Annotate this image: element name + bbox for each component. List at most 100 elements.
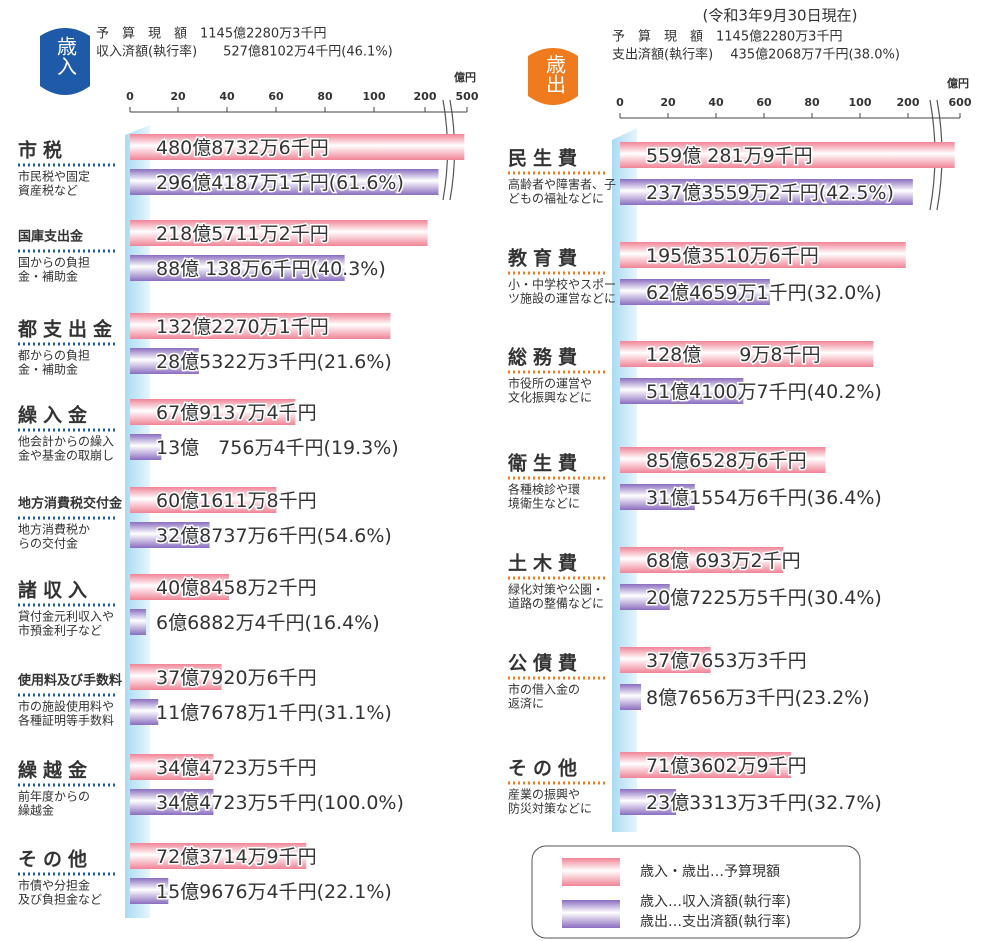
value-label-amount: 11億7678万1千円: [156, 702, 317, 724]
value-label-amount: 8億7656万3千円: [646, 687, 795, 709]
value-label-amount: 68億 693万2千円: [646, 550, 801, 572]
bar: [620, 647, 711, 673]
x-tick-label: 80: [804, 96, 820, 109]
value-label: 68億 693万2千円: [646, 550, 801, 572]
value-label-amount: 13億 756万4千円: [156, 437, 324, 459]
x-tick-label: 200: [414, 90, 437, 103]
category-description: 金や基金の取崩し: [18, 448, 114, 463]
category-label: 公債費: [508, 652, 583, 675]
category-label: 市税: [18, 139, 68, 162]
badge: [528, 48, 578, 105]
badge: [40, 28, 90, 95]
value-label-rate: (23.2%): [795, 687, 870, 709]
value-label-amount: 6億6882万4千円: [156, 612, 305, 634]
category-description: 道路の整備などに: [508, 596, 604, 611]
value-label: 218億5711万2千円: [156, 223, 329, 245]
category-description: 境衛生などに: [508, 496, 580, 511]
category-label: 総務費: [508, 346, 583, 369]
value-label-amount: 88億 138万6千円: [156, 258, 311, 280]
badge-title-text: 歳出: [543, 54, 567, 94]
value-label: 37億7920万6千円: [156, 667, 317, 689]
value-label-amount: 128億 9万8千円: [646, 344, 820, 366]
value-label-rate: (30.4%): [807, 587, 882, 609]
value-label-amount: 559億 281万9千円: [646, 145, 813, 167]
category-description: らの交付金: [18, 536, 78, 551]
value-label-amount: 32億8737万6千円: [156, 525, 317, 547]
value-label: 88億 138万6千円(40.3%): [156, 258, 386, 280]
category-description: 各種証明等手数料: [18, 713, 114, 728]
bar: [130, 313, 391, 339]
value-label: 296億4187万1千円(61.6%): [156, 172, 404, 194]
value-label-rate: (19.3%): [324, 437, 399, 459]
value-label-amount: 296億4187万1千円: [156, 172, 329, 194]
value-label: 480億8732万6千円: [156, 137, 329, 159]
value-label: 34億4723万5千円: [156, 757, 317, 779]
value-label-rate: (61.6%): [329, 172, 404, 194]
bar: [130, 255, 345, 281]
category-label: その他: [18, 848, 93, 871]
value-label: 28億5322万3千円(21.6%): [156, 351, 392, 373]
value-label: 72億3714万9千円: [156, 846, 317, 868]
bar: [130, 574, 230, 600]
x-tick-label: 0: [616, 96, 624, 109]
bar: [620, 547, 784, 573]
category-description: 高齢者や障害者、子: [508, 177, 616, 192]
x-tick-label: 0: [126, 90, 134, 103]
legend-label: 歳出…支出済額(執行率): [640, 913, 791, 930]
category-description: 資産税など: [18, 183, 78, 198]
unit-label: 億円: [947, 76, 969, 90]
value-label-rate: (32.7%): [807, 792, 882, 814]
x-tick-label: 100: [849, 96, 872, 109]
value-label: 132億2270万1千円: [156, 316, 329, 338]
value-label-rate: (54.6%): [317, 525, 392, 547]
value-label-rate: (31.1%): [317, 702, 392, 724]
category-label: 都支出金: [17, 318, 118, 341]
value-label-amount: 40億8458万2千円: [156, 577, 317, 599]
bar: [130, 843, 307, 869]
bar: [130, 789, 214, 815]
value-label-rate: (40.2%): [807, 381, 882, 403]
header-line: 予 算 現 額 1145億2280万3千円: [612, 29, 842, 45]
value-label-rate: (21.6%): [317, 351, 392, 373]
value-label: 13億 756万4千円(19.3%): [156, 437, 399, 459]
bar: [130, 609, 147, 635]
value-label-amount: 132億2270万1千円: [156, 316, 329, 338]
header-line: 予 算 現 額 1145億2280万3千円: [96, 26, 326, 42]
value-label: 37億7653万3千円: [646, 650, 807, 672]
value-label-amount: 28億5322万3千円: [156, 351, 317, 373]
category-description: 市債や分担金: [18, 878, 90, 893]
value-label-amount: 23億3313万3千円: [646, 792, 807, 814]
value-label: 11億7678万1千円(31.1%): [156, 702, 392, 724]
badge-title-text: 歳入: [54, 36, 78, 76]
value-label: 71億3602万9千円: [646, 755, 807, 777]
category-description: 市の借入金の: [508, 682, 580, 697]
header-line: 収入済額(執行率) 527億8102万4千円(46.1%): [96, 44, 393, 60]
value-label-amount: 85億6528万6千円: [646, 450, 807, 472]
value-label-amount: 51億4100万7千円: [646, 381, 807, 403]
bar: [620, 378, 744, 404]
bar: [620, 179, 913, 205]
bar: [620, 341, 874, 367]
category-description: 地方消費税か: [18, 522, 90, 537]
x-tick-label: 80: [317, 90, 333, 103]
value-label-amount: 37億7653万3千円: [646, 650, 807, 672]
value-label-rate: (22.1%): [317, 881, 392, 903]
category-description: 金・補助金: [18, 362, 78, 377]
axis-band: [612, 128, 637, 832]
value-label: 32億8737万6千円(54.6%): [156, 525, 392, 547]
value-label: 128億 9万8千円: [646, 344, 820, 366]
category-description: 防災対策などに: [508, 801, 592, 816]
value-label: 60億1611万8千円: [156, 490, 317, 512]
x-tick-label: 600: [949, 96, 972, 109]
category-label: 使用料及び手数料: [17, 673, 122, 689]
value-label-amount: 195億3510万6千円: [646, 245, 819, 267]
value-label-amount: 72億3714万9千円: [156, 846, 317, 868]
bar: [620, 484, 695, 510]
category-description: 及び負担金など: [18, 892, 102, 907]
unit-label: 億円: [454, 70, 476, 84]
category-label: 繰越金: [18, 759, 93, 782]
value-label: 62億4659万1千円(32.0%): [646, 282, 882, 304]
value-label-amount: 37億7920万6千円: [156, 667, 317, 689]
legend-swatch: [562, 858, 620, 886]
value-label: 237億3559万2千円(42.5%): [646, 182, 894, 204]
